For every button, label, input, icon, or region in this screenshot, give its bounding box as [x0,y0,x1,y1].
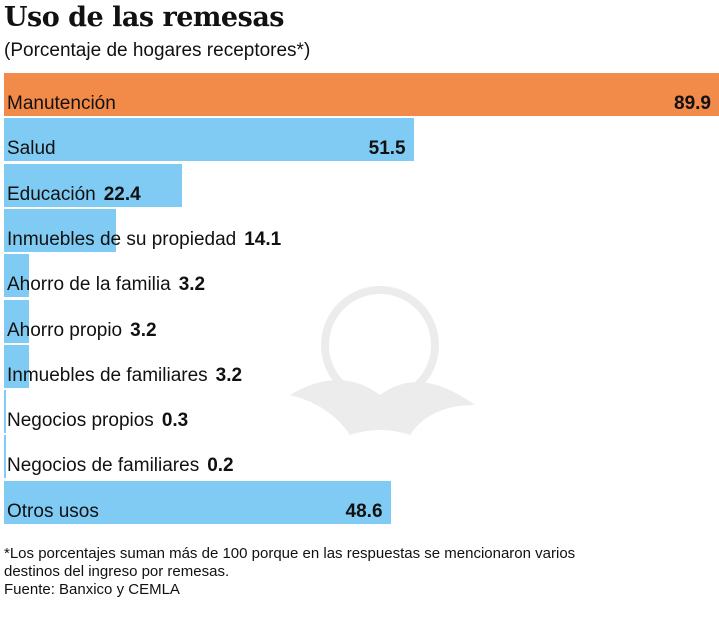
category-label: Ahorro de la familia 3.2 [7,274,205,296]
category-text: Educación [7,183,96,205]
footnote: *Los porcentajes suman más de 100 porque… [4,545,576,562]
bar [4,118,414,162]
bar [4,435,6,479]
value-label: 14.1 [244,228,282,250]
category-label: Salud [7,138,56,160]
category-text: Ahorro de la familia [7,274,171,296]
footnote: destinos del ingreso por remesas. [4,563,230,580]
value-label: 89.9 [674,93,711,114]
category-text: Inmuebles de su propiedad [7,228,237,250]
bar [4,390,7,434]
value-label: 22.4 [103,183,141,205]
bar [4,254,30,298]
bar [4,163,183,207]
value-label: 3.2 [130,319,157,341]
bar [4,73,719,116]
value-label: 0.3 [161,410,189,432]
category-text: Inmuebles de familiares [7,364,208,386]
value-label: 0.2 [207,455,234,477]
footnotes: *Los porcentajes suman más de 100 porque… [4,545,575,599]
category-label: Otros usos [7,501,99,523]
chart-title: Uso de las remesas [4,2,285,33]
category-text: Ahorro propio [7,319,123,341]
category-label: Negocios de familiares 0.2 [7,455,234,477]
chart-subtitle: (Porcentaje de hogares receptores*) [4,40,311,61]
category-text: Otros usos [7,500,99,522]
category-text: Negocios de familiares [7,455,200,477]
value-label: 3.2 [215,364,243,386]
category-label: Negocios propios 0.3 [7,410,188,432]
category-label: Inmuebles de su propiedad 14.1 [7,229,281,251]
category-label: Inmuebles de familiares 3.2 [7,365,242,387]
bar [4,344,30,388]
value-label: 48.6 [345,500,383,522]
value-label: 3.2 [178,274,206,296]
category-text: Manutención [7,93,116,114]
category-text: Negocios propios [7,410,154,432]
bar [4,299,30,343]
source-note: Fuente: Banxico y CEMLA [4,581,180,598]
category-label: Ahorro propio 3.2 [7,320,157,342]
category-label: Manutención [7,93,116,115]
bar [4,480,391,524]
bar [4,208,117,252]
value-label: 51.5 [368,138,406,160]
category-text: Salud [7,138,56,160]
eagle-globe-watermark-icon [290,286,475,435]
category-label: Educación 22.4 [7,184,141,206]
